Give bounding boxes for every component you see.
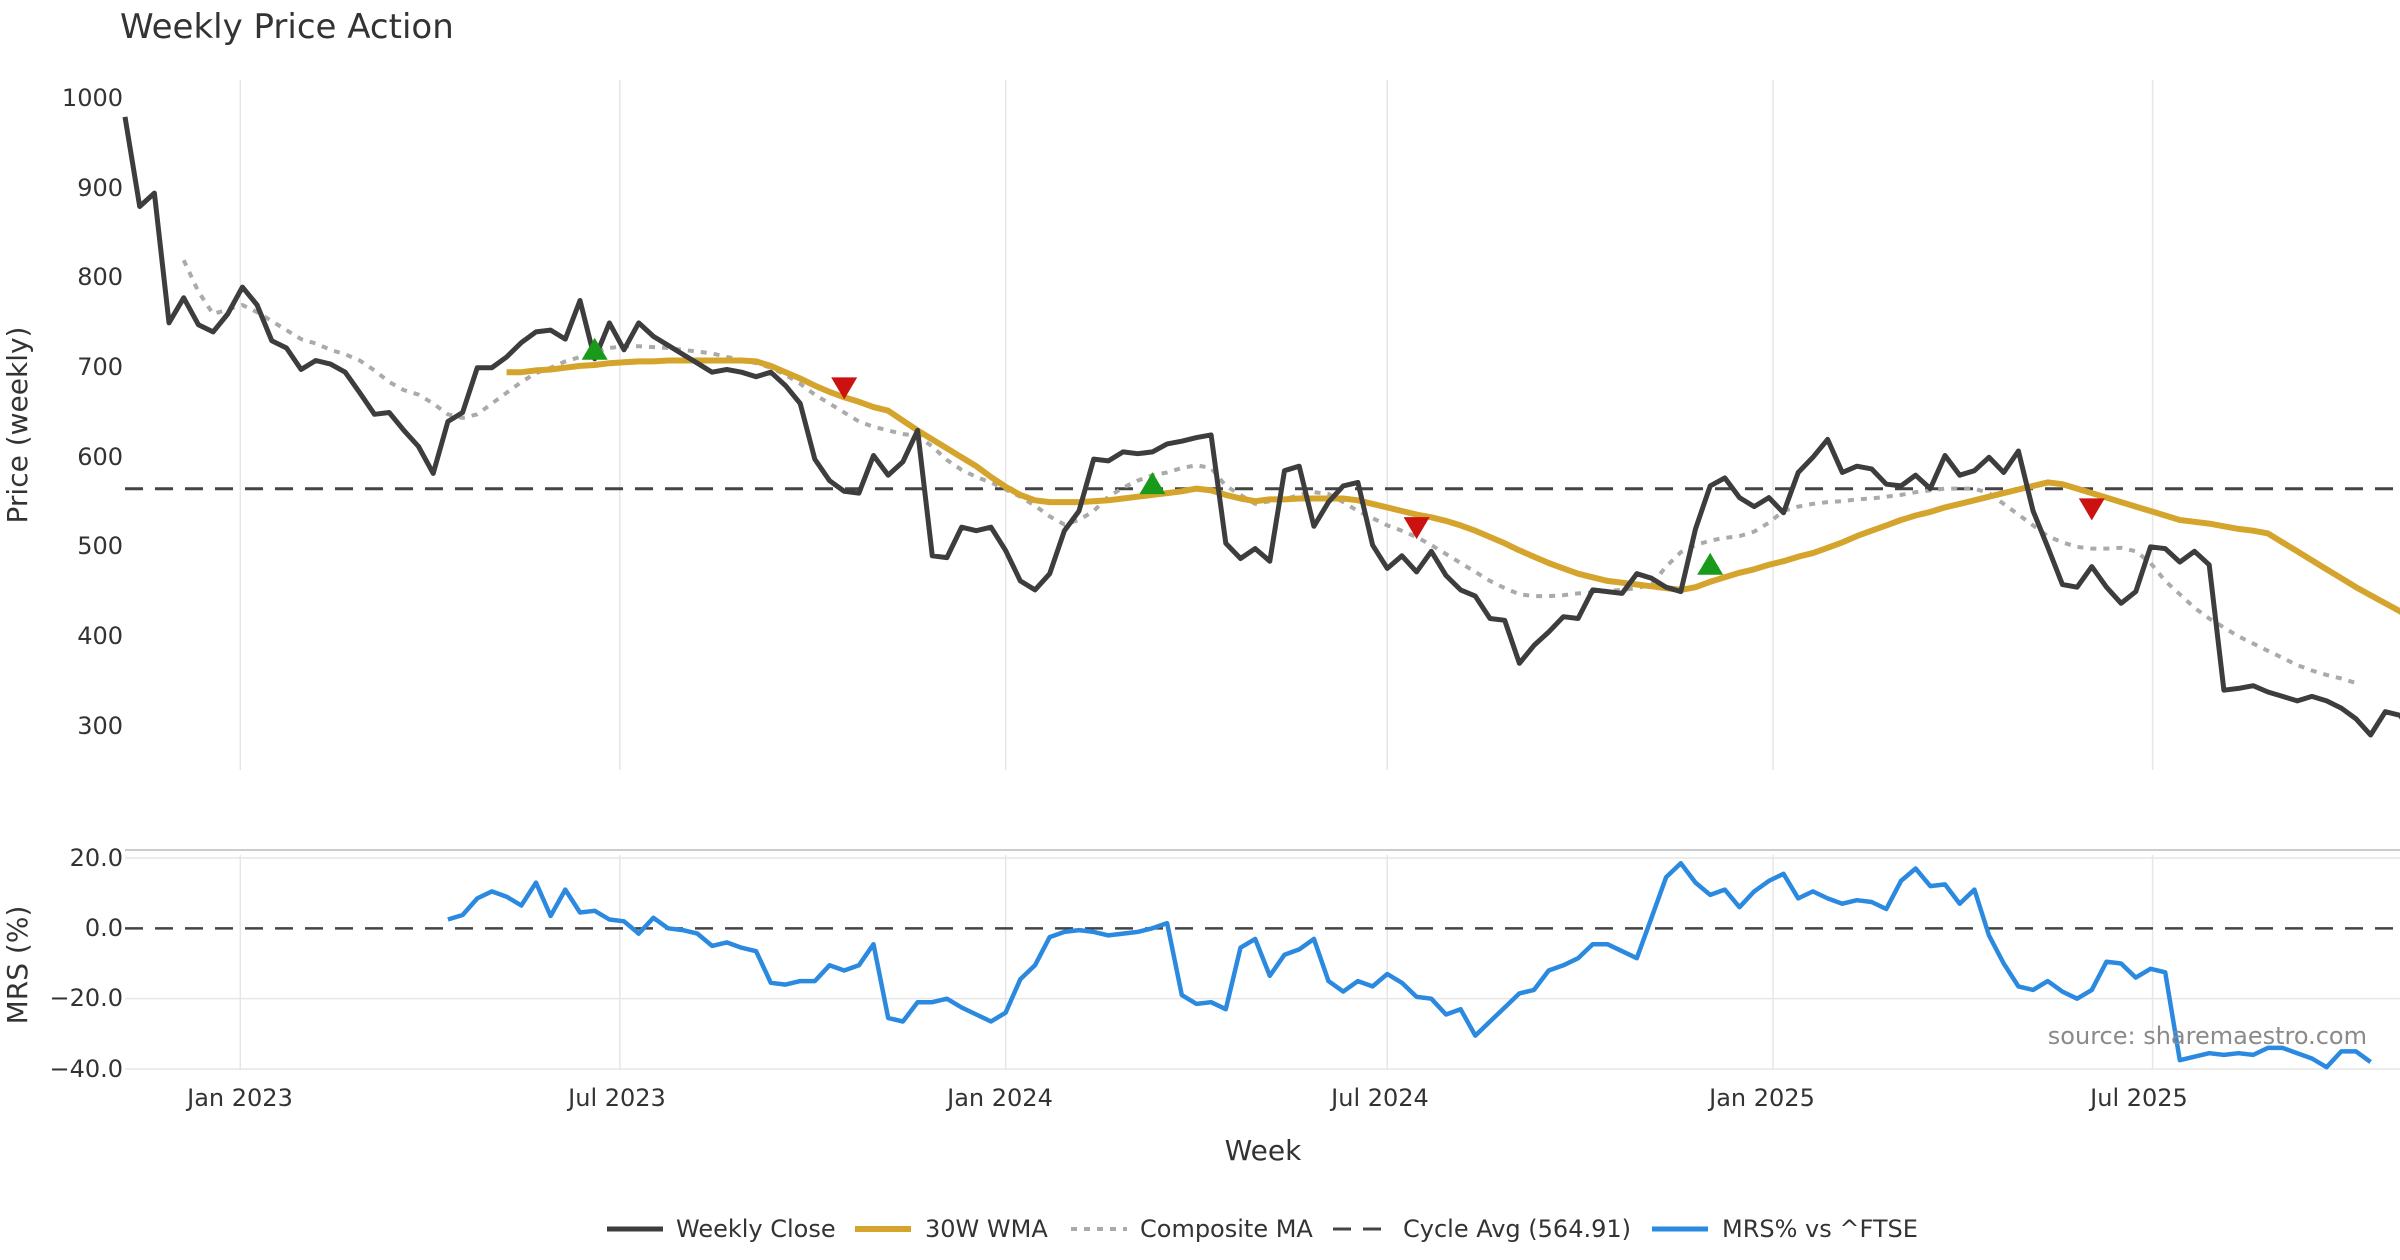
y-tick-label: 800 [77,263,123,291]
y-tick-label: 700 [77,353,123,381]
signal-markers [581,337,2105,575]
composite-ma-line [181,259,2357,685]
mrs-y-tick-label: 20.0 [70,844,123,872]
price-y-axis: 1000 900 800 700 600 500 400 300 [62,84,123,740]
x-tick-label: Jul 2023 [566,1084,666,1112]
weekly-close-line [122,116,2400,738]
sell-signal-marker [1403,517,1430,540]
mrs-line [447,861,2372,1070]
x-axis: Jan 2023 Jul 2023 Jan 2024 Jul 2024 Jan … [185,1084,2188,1112]
y-tick-label: 400 [77,622,123,650]
y-tick-label: 900 [77,174,123,202]
x-tick-label: Jan 2024 [945,1084,1053,1112]
x-tick-label: Jan 2023 [185,1084,293,1112]
buy-signal-marker [1697,552,1724,575]
y-tick-label: 1000 [62,84,123,112]
y-tick-label: 300 [77,712,123,740]
legend-label: 30W WMA [925,1215,1048,1243]
x-tick-label: Jan 2025 [1707,1084,1815,1112]
y-tick-label: 500 [77,532,123,560]
source-annotation: source: sharemaestro.com [2048,1022,2367,1050]
sell-signal-marker [2078,498,2105,521]
buy-signal-marker [581,337,608,360]
sell-signal-marker [831,377,858,400]
buy-signal-marker [1139,472,1166,495]
mrs-panel-grid [125,855,2400,1070]
y-tick-label: 600 [77,443,123,471]
x-axis-title: Week [1225,1134,1302,1167]
chart-title: Weekly Price Action [120,7,454,47]
price-panel-grid [239,80,2154,770]
legend-label: MRS% vs ^FTSE [1722,1215,1918,1243]
mrs-y-tick-label: −20.0 [49,984,123,1012]
x-tick-label: Jul 2025 [2088,1084,2188,1112]
mrs-y-axis: 20.0 0.0 −20.0 −40.0 [49,844,123,1083]
legend: Weekly Close 30W WMA Composite MA Cycle … [607,1215,1918,1243]
mrs-y-tick-label: −40.0 [49,1055,123,1083]
legend-label: Composite MA [1140,1215,1313,1243]
mrs-y-tick-label: 0.0 [85,914,123,942]
legend-label: Weekly Close [676,1215,836,1243]
x-tick-label: Jul 2024 [1329,1084,1429,1112]
mrs-y-axis-title: MRS (%) [1,906,34,1025]
legend-label: Cycle Avg (564.91) [1403,1215,1631,1243]
price-y-axis-title: Price (weekly) [1,327,34,524]
wma-30w-line [506,357,2400,615]
